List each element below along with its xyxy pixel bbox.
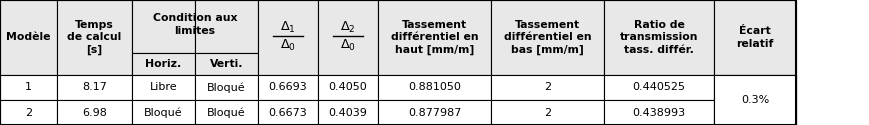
Text: 0.440525: 0.440525 — [632, 82, 685, 92]
Text: Temps
de calcul
[s]: Temps de calcul [s] — [67, 20, 122, 55]
Text: 2: 2 — [25, 108, 32, 118]
Text: Écart
relatif: Écart relatif — [735, 26, 773, 49]
Bar — [713, 75, 795, 125]
Bar — [57, 0, 132, 75]
Text: 0.877987: 0.877987 — [408, 108, 461, 118]
Text: 0.6673: 0.6673 — [269, 108, 307, 118]
Bar — [490, 100, 603, 125]
Bar — [132, 75, 195, 100]
Bar — [0, 100, 57, 125]
Text: 0.4050: 0.4050 — [328, 82, 367, 92]
Text: 1: 1 — [25, 82, 32, 92]
Text: $\it{\Delta}_1$: $\it{\Delta}_1$ — [280, 20, 295, 35]
Bar — [603, 75, 713, 100]
Bar — [132, 0, 195, 53]
Text: Modèle: Modèle — [6, 32, 50, 42]
Text: Bloqué: Bloqué — [144, 107, 182, 118]
Bar — [318, 100, 377, 125]
Bar — [603, 100, 713, 125]
Text: 0.438993: 0.438993 — [632, 108, 685, 118]
Text: Tassement
différentiel en
bas [mm/m]: Tassement différentiel en bas [mm/m] — [503, 20, 591, 55]
Bar — [490, 0, 603, 75]
Text: 0.881050: 0.881050 — [408, 82, 461, 92]
Bar — [57, 100, 132, 125]
Text: Condition aux
limites: Condition aux limites — [153, 13, 237, 36]
Bar — [258, 0, 318, 75]
Text: Ratio de
transmission
tass. différ.: Ratio de transmission tass. différ. — [619, 20, 698, 55]
Text: Libre: Libre — [149, 82, 177, 92]
Bar — [132, 100, 195, 125]
Bar — [377, 75, 490, 100]
Text: $\it{\Delta}_0$: $\it{\Delta}_0$ — [340, 38, 355, 53]
Text: 6.98: 6.98 — [82, 108, 107, 118]
Bar — [195, 0, 258, 53]
Text: 0.4039: 0.4039 — [328, 108, 367, 118]
Text: Horiz.: Horiz. — [145, 59, 182, 69]
Bar — [258, 75, 318, 100]
Bar — [377, 100, 490, 125]
Bar — [713, 100, 795, 125]
Text: 0.3%: 0.3% — [740, 95, 768, 105]
Text: 2: 2 — [543, 82, 550, 92]
Text: Tassement
différentiel en
haut [mm/m]: Tassement différentiel en haut [mm/m] — [390, 20, 478, 55]
Text: Bloqué: Bloqué — [207, 82, 246, 93]
Bar — [603, 0, 713, 75]
Text: Bloqué: Bloqué — [207, 107, 246, 118]
Bar — [377, 0, 490, 75]
Bar — [132, 53, 195, 75]
Bar — [0, 0, 57, 75]
Text: Verti.: Verti. — [209, 59, 243, 69]
Bar — [318, 75, 377, 100]
Bar — [713, 0, 795, 75]
Bar — [195, 100, 258, 125]
Text: 0.6693: 0.6693 — [269, 82, 307, 92]
Text: 2: 2 — [543, 108, 550, 118]
Text: $\it{\Delta}_2$: $\it{\Delta}_2$ — [340, 20, 355, 35]
Bar — [195, 53, 258, 75]
Text: 8.17: 8.17 — [82, 82, 107, 92]
Bar — [713, 75, 795, 100]
Bar — [258, 100, 318, 125]
Text: $\it{\Delta}_0$: $\it{\Delta}_0$ — [280, 38, 295, 53]
Bar — [0, 75, 57, 100]
Bar — [318, 0, 377, 75]
Bar — [490, 75, 603, 100]
Bar — [57, 75, 132, 100]
Bar — [195, 75, 258, 100]
